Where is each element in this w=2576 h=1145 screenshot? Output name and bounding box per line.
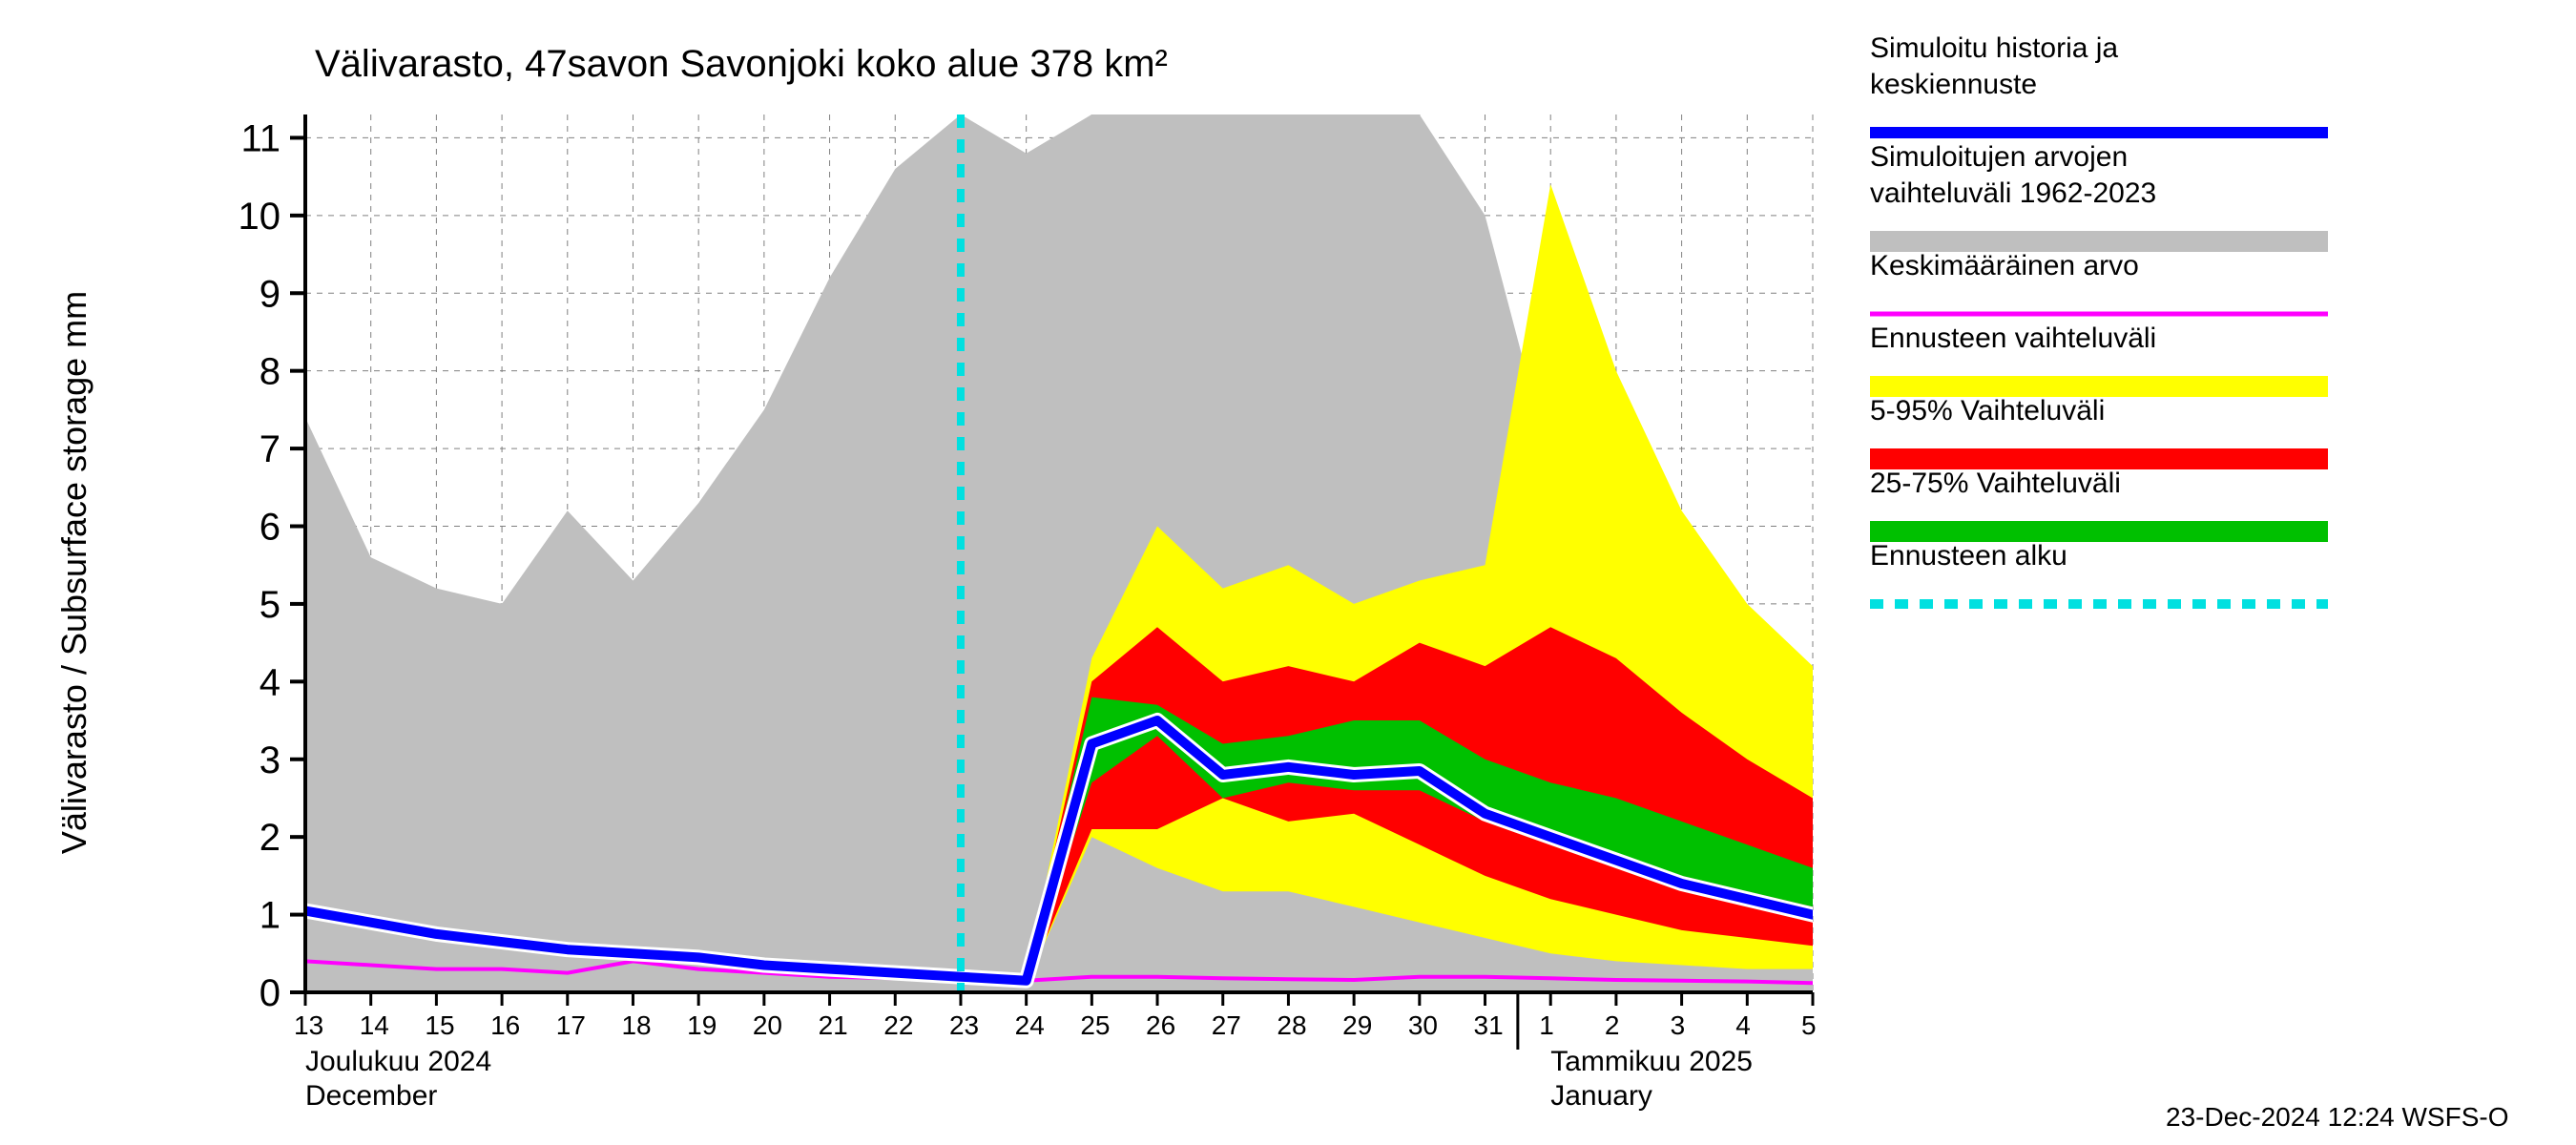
plot-area: 0123456789101113141516171819202122232425… — [239, 114, 1879, 1112]
svg-text:25-75% Vaihteluväli: 25-75% Vaihteluväli — [1870, 468, 2121, 499]
svg-text:9: 9 — [260, 273, 280, 315]
svg-text:3: 3 — [1671, 1010, 1686, 1040]
svg-text:16: 16 — [490, 1010, 520, 1040]
svg-text:5: 5 — [260, 584, 280, 626]
svg-text:26: 26 — [1146, 1010, 1175, 1040]
svg-text:2: 2 — [1605, 1010, 1620, 1040]
svg-text:14: 14 — [360, 1010, 389, 1040]
footer-timestamp: 23-Dec-2024 12:24 WSFS-O — [2166, 1102, 2509, 1132]
svg-text:27: 27 — [1212, 1010, 1241, 1040]
svg-text:4: 4 — [1735, 1010, 1751, 1040]
svg-text:11: 11 — [240, 117, 280, 159]
svg-text:5: 5 — [1801, 1010, 1817, 1040]
svg-text:vaihteluväli 1962-2023: vaihteluväli 1962-2023 — [1870, 177, 2156, 209]
svg-text:29: 29 — [1342, 1010, 1372, 1040]
svg-text:21: 21 — [819, 1010, 848, 1040]
svg-text:4: 4 — [260, 661, 280, 703]
svg-text:10: 10 — [239, 196, 281, 238]
svg-text:Ennusteen vaihteluväli: Ennusteen vaihteluväli — [1870, 323, 2156, 354]
svg-text:18: 18 — [621, 1010, 651, 1040]
subsurface-storage-chart: Välivarasto / Subsurface storage mm Väli… — [0, 0, 2576, 1145]
svg-text:24: 24 — [1015, 1010, 1045, 1040]
svg-text:keskiennuste: keskiennuste — [1870, 69, 2037, 100]
svg-text:Tammikuu 2025: Tammikuu 2025 — [1550, 1046, 1753, 1077]
svg-text:17: 17 — [556, 1010, 586, 1040]
svg-text:23: 23 — [949, 1010, 979, 1040]
legend: Simuloitu historia ja keskiennuste Simuloi… — [1870, 32, 2328, 604]
svg-text:2: 2 — [260, 817, 280, 859]
svg-text:Simuloitujen arvojen: Simuloitujen arvojen — [1870, 141, 2128, 173]
svg-text:13: 13 — [294, 1010, 323, 1040]
svg-text:19: 19 — [687, 1010, 717, 1040]
svg-text:20: 20 — [753, 1010, 782, 1040]
svg-text:1: 1 — [260, 895, 280, 937]
svg-text:15: 15 — [425, 1010, 454, 1040]
svg-text:7: 7 — [260, 428, 280, 470]
svg-text:Joulukuu 2024: Joulukuu 2024 — [305, 1046, 491, 1077]
svg-text:December: December — [305, 1080, 437, 1112]
svg-text:28: 28 — [1277, 1010, 1306, 1040]
svg-text:0: 0 — [260, 972, 280, 1014]
svg-text:3: 3 — [260, 739, 280, 781]
svg-text:22: 22 — [883, 1010, 913, 1040]
svg-text:30: 30 — [1408, 1010, 1438, 1040]
svg-text:6: 6 — [260, 507, 280, 549]
svg-text:8: 8 — [260, 351, 280, 393]
svg-text:Simuloitu historia ja: Simuloitu historia ja — [1870, 32, 2118, 64]
svg-text:31: 31 — [1474, 1010, 1504, 1040]
y-axis-label: Välivarasto / Subsurface storage mm — [54, 291, 93, 854]
svg-text:25: 25 — [1080, 1010, 1110, 1040]
svg-text:1: 1 — [1539, 1010, 1554, 1040]
svg-text:January: January — [1550, 1080, 1652, 1112]
svg-text:Keskimääräinen arvo: Keskimääräinen arvo — [1870, 250, 2139, 281]
svg-text:Ennusteen alku: Ennusteen alku — [1870, 540, 2067, 572]
svg-text:5-95% Vaihteluväli: 5-95% Vaihteluväli — [1870, 395, 2105, 427]
chart-title: Välivarasto, 47savon Savonjoki koko alue… — [315, 43, 1168, 85]
